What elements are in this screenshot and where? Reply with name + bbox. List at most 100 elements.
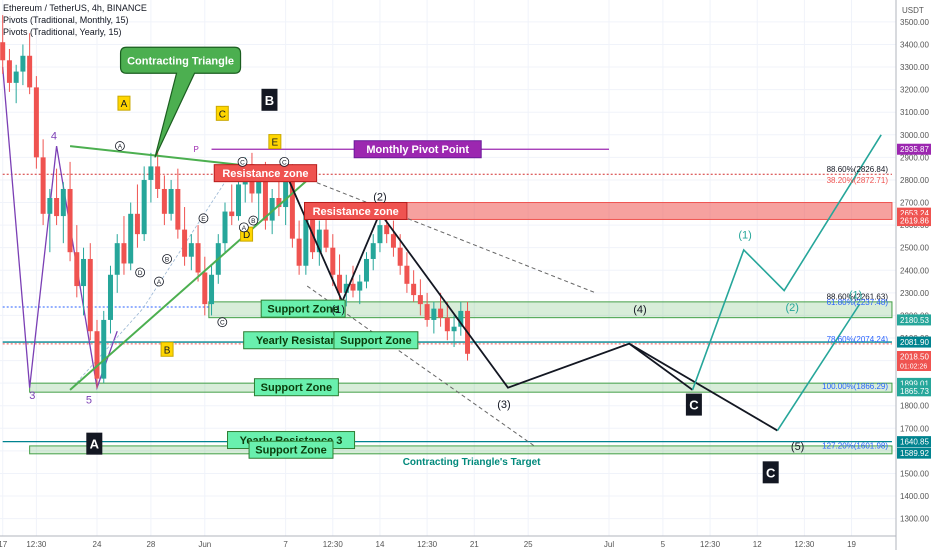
price-badge-bg: [897, 351, 931, 372]
circled-marker: [248, 215, 259, 226]
candle-body: [438, 308, 444, 318]
circled-letter-A: A: [242, 225, 247, 232]
wave-number-5: 5: [86, 394, 92, 406]
candle-body: [323, 229, 329, 248]
candle-body: [283, 170, 289, 208]
candle-body: [13, 71, 19, 83]
big-letter-B: B: [265, 93, 274, 108]
legend-monthly-pivots[interactable]: Pivots (Traditional, Monthly, 15): [3, 15, 129, 25]
circled-letter-E: E: [201, 216, 206, 223]
price-badge-4: 2081.90: [900, 338, 929, 347]
candle-body: [195, 243, 201, 273]
wave-number-3: 3: [29, 390, 35, 402]
time-tick-label: 5: [661, 540, 666, 549]
support-zone-label-3-box: [253, 378, 339, 397]
candle-body: [168, 188, 174, 214]
time-tick-label: 14: [376, 540, 385, 549]
price-badge-bg: [897, 314, 931, 326]
candle-body: [161, 188, 167, 214]
candle-body: [101, 319, 107, 379]
candle-body: [148, 166, 154, 180]
price-badge-6: 1899.01: [900, 379, 929, 388]
price-tick-label: 1400.00: [900, 492, 929, 501]
circled-letter-C: C: [220, 320, 225, 327]
price-badge-8: 1640.85: [900, 438, 929, 447]
time-tick-label: 21: [470, 540, 479, 549]
time-tick-label: 17: [0, 540, 8, 549]
legend-yearly-pivots[interactable]: Pivots (Traditional, Yearly, 15): [3, 27, 122, 37]
resistance-zone-label: Resistance zone: [313, 206, 399, 218]
callout-label: Contracting Triangle: [127, 55, 234, 67]
price-tick-label: 2400.00: [900, 266, 929, 275]
support-zone-label-4-box: [248, 440, 334, 459]
price-tick-label: 2300.00: [900, 289, 929, 298]
monthly-pivot-label-box: [353, 140, 482, 159]
candle-body: [6, 60, 12, 83]
candle-body: [0, 42, 6, 61]
candle-body: [74, 252, 80, 287]
candle-body: [107, 274, 113, 320]
circled-letter-A: A: [118, 144, 123, 151]
time-tick-label: Jun: [198, 540, 211, 549]
candle-body: [444, 317, 450, 332]
price-badge-bg: [897, 143, 931, 155]
candle-body: [141, 179, 147, 235]
zone-2: [29, 382, 893, 393]
candle-body: [60, 188, 66, 217]
circled-marker: [115, 141, 125, 151]
big-letter-box: [762, 461, 779, 484]
time-tick-label: 25: [524, 540, 533, 549]
price-tick-label: 1800.00: [900, 402, 929, 411]
candle-body: [397, 247, 403, 266]
price-badge-9: 1589.92: [900, 449, 929, 458]
candle-body: [54, 198, 60, 217]
candle-body: [262, 175, 268, 221]
candle-body: [377, 225, 383, 244]
resistance-zone-label-2: Resistance zone: [222, 168, 308, 180]
circled-letter-D: D: [138, 270, 143, 277]
candle-body: [370, 243, 376, 259]
fib-label-3: 61.80%(2237.48): [827, 298, 889, 307]
candle-body: [128, 213, 134, 264]
chart-legend: Ethereum / TetherUS, 4h, BINANCE Pivots …: [3, 2, 147, 38]
candle-body: [134, 213, 140, 235]
circled-marker: [238, 222, 249, 233]
price-badge-bg: [897, 377, 931, 389]
candle-body: [417, 295, 423, 305]
time-tick-label: 12: [753, 540, 762, 549]
monthly-pivot-label: Monthly Pivot Point: [366, 144, 469, 156]
wave-c-line: [628, 342, 778, 432]
small-letter-C: C: [219, 109, 226, 120]
candle-body: [350, 283, 356, 291]
candle-body: [337, 274, 343, 293]
channel-lower-line: [306, 285, 536, 447]
fib-label-4: 78.60%(2074.24): [827, 335, 889, 344]
fib-label-1: 38.20%(2872.71): [827, 176, 889, 185]
candle-body: [390, 234, 396, 248]
circled-letter-B: B: [165, 256, 169, 263]
price-tick-label: 1700.00: [900, 424, 929, 433]
candle-body: [94, 331, 100, 379]
price-badge-bg: [897, 385, 931, 397]
wave-number-4: 4: [51, 130, 57, 142]
candle-body: [202, 272, 208, 305]
candle-body: [343, 283, 349, 293]
candle-body: [404, 265, 410, 284]
candle-body: [47, 198, 53, 214]
time-tick-label: Jul: [604, 540, 614, 549]
candle-body: [27, 55, 33, 88]
support-zone-label-1: Support Zone: [267, 304, 339, 316]
time-tick-label: 24: [93, 540, 102, 549]
price-tick-label: 2800.00: [900, 176, 929, 185]
circled-marker: [154, 276, 164, 287]
circled-letter-C: C: [240, 159, 245, 166]
candle-body: [316, 229, 322, 253]
time-tick-label: 7: [283, 540, 288, 549]
candle-body: [114, 243, 120, 275]
candle-body: [175, 188, 181, 230]
circled-letter-A: A: [157, 279, 162, 286]
resistance-zone-label-2-box: [213, 164, 318, 183]
triangle-lower-line: [69, 172, 316, 391]
